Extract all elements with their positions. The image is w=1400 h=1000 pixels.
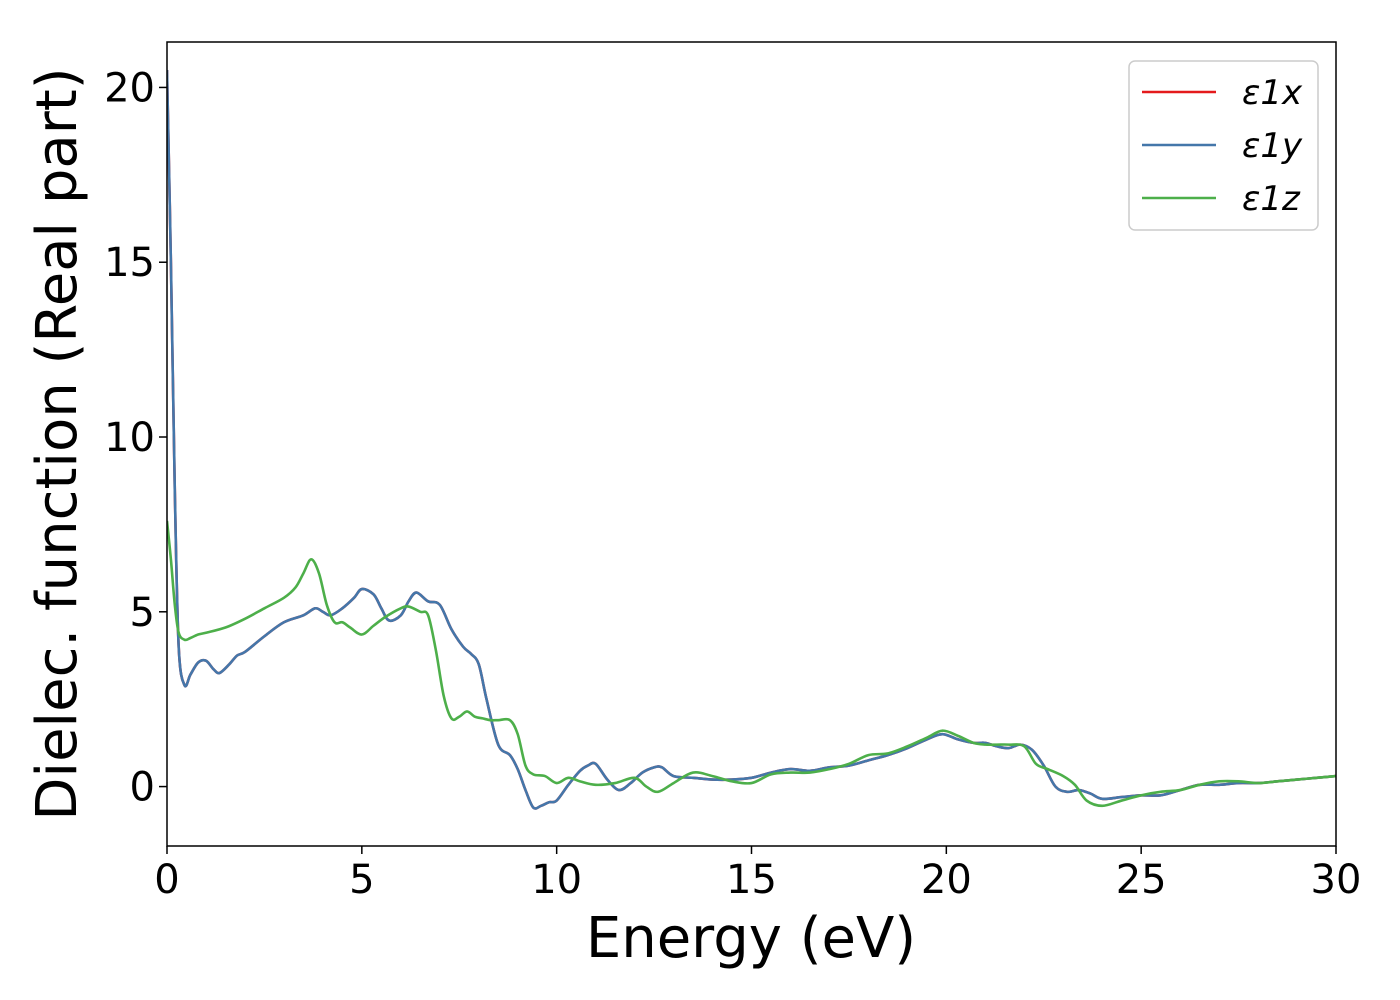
y-axis-label: Dielec. function (Real part): [25, 67, 90, 820]
legend: ε1x ε1y ε1z: [1128, 60, 1319, 231]
y-axis: 0 5 10 15 20: [104, 65, 167, 811]
legend-entries: ε1x ε1y ε1z: [1142, 73, 1303, 219]
legend-label: ε1y: [1242, 126, 1303, 166]
y-tick-label: 5: [130, 590, 155, 636]
x-tick-label: 25: [1116, 857, 1167, 903]
x-tick-label: 0: [154, 857, 179, 903]
x-axis: 0 5 10 15 20 25 30: [154, 846, 1361, 903]
y-tick-label: 0: [130, 765, 155, 811]
y-tick-label: 15: [104, 240, 155, 286]
legend-label: ε1x: [1242, 73, 1303, 113]
x-tick-label: 10: [531, 857, 582, 903]
x-tick-label: 30: [1311, 857, 1362, 903]
y-tick-label: 10: [104, 415, 155, 461]
y-tick-label: 20: [104, 65, 155, 111]
x-tick-label: 20: [921, 857, 972, 903]
series-layer: [167, 69, 1336, 810]
series-line-3: [167, 520, 1336, 808]
legend-label: ε1z: [1242, 179, 1301, 219]
x-axis-label: Energy (eV): [586, 906, 916, 971]
x-tick-label: 5: [349, 857, 374, 903]
legend-box: [1128, 60, 1319, 231]
series-line-2: [167, 69, 1336, 810]
x-tick-label: 15: [726, 857, 777, 903]
